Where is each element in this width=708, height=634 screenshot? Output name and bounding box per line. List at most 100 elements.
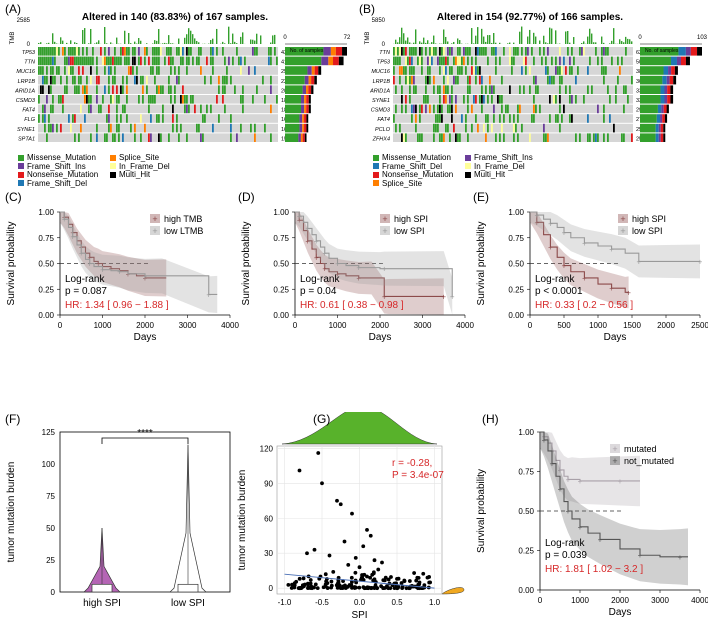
mutation-cell [48, 124, 50, 133]
legend-label: high TMB [164, 214, 202, 224]
mutation-cell [545, 66, 547, 75]
mutation-cell [70, 66, 72, 75]
mutation-cell [186, 95, 188, 104]
mutation-cell [561, 76, 563, 85]
mutation-cell [228, 57, 230, 66]
mutation-cell [174, 85, 176, 94]
scatter-point [330, 584, 334, 588]
sample-count-segment [661, 124, 664, 133]
mutation-cell [515, 47, 517, 56]
mutation-cell [172, 105, 174, 114]
mutation-cell [411, 114, 413, 123]
hazard-ratio: HR: 0.33 [ 0.2 − 0.56 ] [535, 300, 633, 311]
mutation-cell [483, 47, 485, 56]
sample-count-segment [665, 114, 667, 123]
mutation-cell [439, 85, 441, 94]
mutation-cell [142, 95, 144, 104]
tmb-bar [62, 41, 63, 44]
mutation-cell [160, 133, 162, 142]
sample-count-segment [640, 66, 664, 75]
mutation-cell [421, 47, 423, 56]
mutation-cell [240, 95, 242, 104]
tmb-bar [623, 42, 624, 44]
mutation-cell [559, 76, 561, 85]
mutation-cell [86, 47, 88, 56]
mutation-cell [445, 95, 447, 104]
mutation-cell [425, 95, 427, 104]
mutation-cell [206, 57, 208, 66]
mutation-cell [58, 66, 60, 75]
x-tick-label: 1000 [94, 321, 112, 330]
mutation-cell [445, 85, 447, 94]
mutation-cell [393, 57, 395, 66]
mutation-cell [439, 57, 441, 66]
mutation-cell [196, 57, 198, 66]
x-axis-label: Days [604, 332, 627, 343]
tmb-bar [573, 37, 574, 44]
mutation-cell [114, 57, 116, 66]
mutation-cell [170, 57, 172, 66]
legend-marker: + [382, 226, 387, 236]
mutation-cell [140, 76, 142, 85]
mutation-cell [571, 95, 573, 104]
mutation-cell [44, 57, 46, 66]
mutation-cell [435, 124, 437, 133]
mutation-cell [92, 57, 94, 66]
mutation-cell [64, 47, 66, 56]
tmb-bar [569, 43, 570, 44]
y-tick-label: 0.75 [508, 234, 524, 243]
mutation-cell [132, 57, 134, 66]
scatter-point [349, 583, 353, 587]
box [178, 584, 198, 592]
mutation-cell [52, 57, 54, 66]
mutation-cell [102, 57, 104, 66]
tmb-bar [481, 29, 482, 44]
sample-count-segment [664, 85, 667, 94]
mutation-cell [473, 66, 475, 75]
mutation-cell [70, 124, 72, 133]
mutation-cell [579, 47, 581, 56]
sample-count-segment [640, 76, 662, 85]
mutation-cell [451, 47, 453, 56]
sample-count-segment [677, 57, 681, 66]
sample-count-segment [321, 57, 328, 66]
scatter-point [365, 575, 369, 579]
mutation-cell [403, 66, 405, 75]
mutation-cell [623, 105, 625, 114]
mutation-cell [188, 47, 190, 56]
mutation-cell [437, 124, 439, 133]
sample-count-segment [640, 124, 656, 133]
mutation-cell [142, 85, 144, 94]
tmb-bar [130, 43, 131, 44]
mutation-cell [495, 47, 497, 56]
mutation-cell [603, 133, 605, 142]
mutation-cell [519, 85, 521, 94]
mutation-cell [459, 133, 461, 142]
y-tick-label: 75 [46, 492, 55, 501]
gene-label: SYNE1 [17, 127, 35, 133]
legend-label: mutated [624, 444, 657, 454]
mutation-cell [457, 133, 459, 142]
mutation-cell [491, 124, 493, 133]
p-value: p = 0.039 [545, 550, 587, 561]
mutation-cell [218, 76, 220, 85]
mutation-cell [226, 76, 228, 85]
mutation-cell [96, 66, 98, 75]
sample-count-segment [299, 114, 302, 123]
mutation-cell [170, 95, 172, 104]
mutation-cell [397, 57, 399, 66]
mutation-cell [174, 95, 176, 104]
mutation-cell [451, 105, 453, 114]
mutation-cell [525, 47, 527, 56]
tmb-bar [401, 28, 402, 44]
mutation-cell [473, 95, 475, 104]
mutation-cell [114, 66, 116, 75]
tmb-bar [168, 35, 169, 44]
mutation-cell [168, 47, 170, 56]
mutation-cell [138, 47, 140, 56]
scatter-point [316, 586, 320, 590]
mutation-cell [134, 47, 136, 56]
scatter-point [412, 571, 416, 575]
